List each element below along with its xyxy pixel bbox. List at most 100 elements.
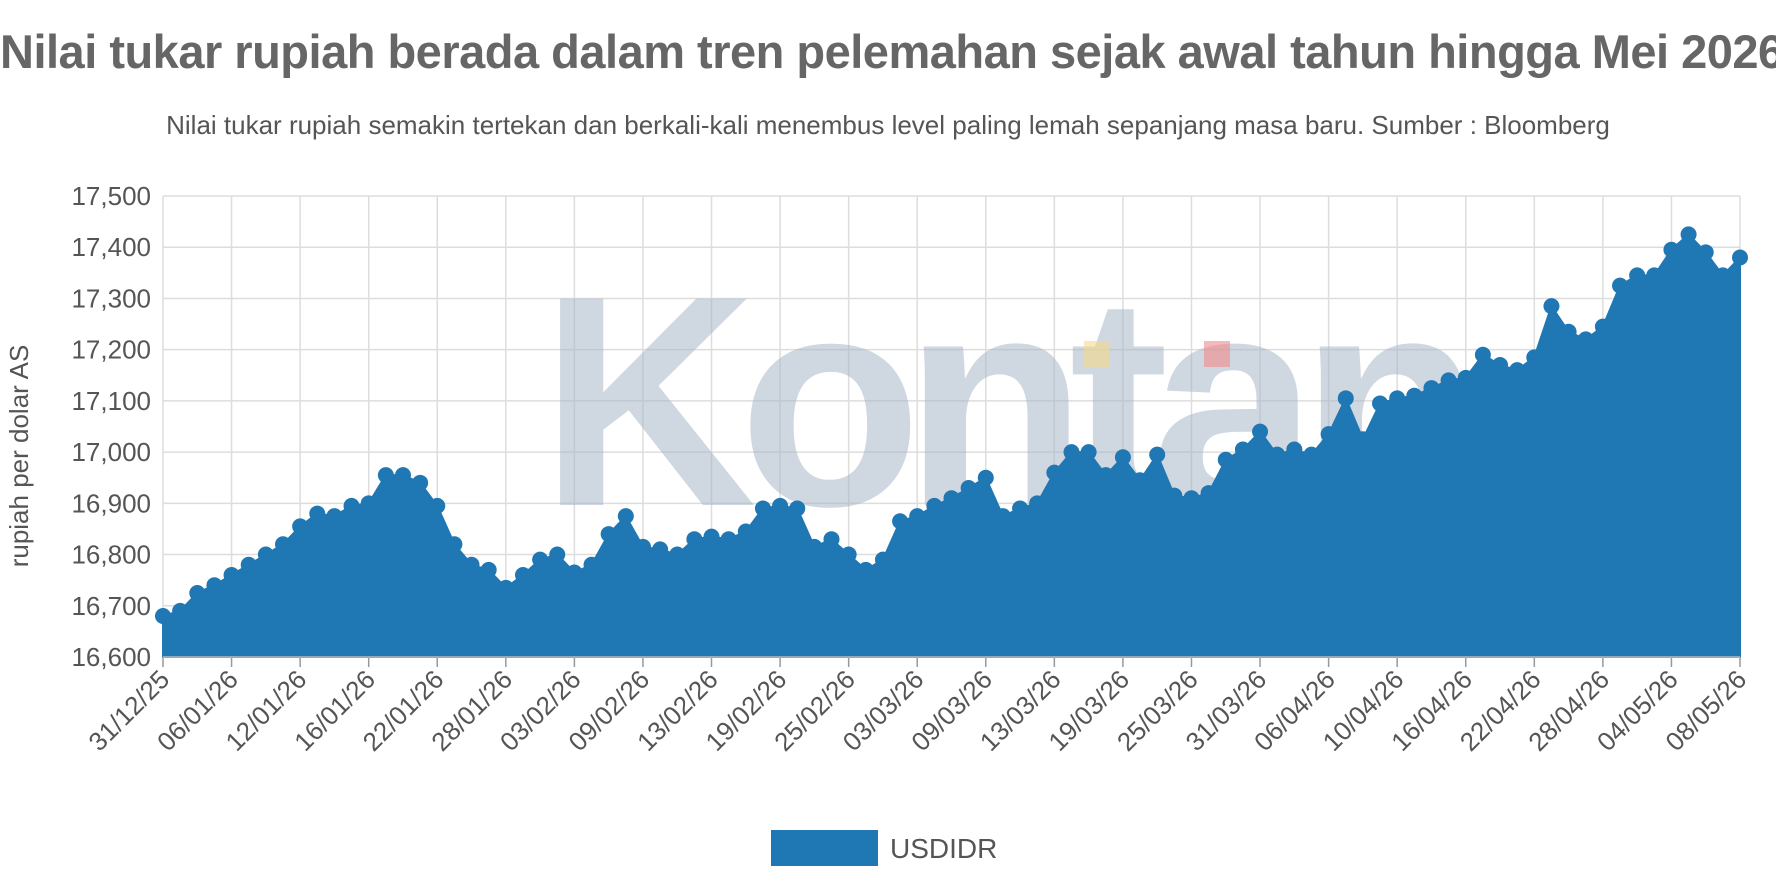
chart-subtitle: Nilai tukar rupiah semakin tertekan dan …	[166, 110, 1610, 140]
data-point-usdidr[interactable]	[1680, 226, 1697, 243]
data-point-usdidr[interactable]	[189, 584, 206, 601]
data-point-usdidr[interactable]	[1080, 444, 1097, 461]
data-point-usdidr[interactable]	[686, 531, 703, 548]
data-point-usdidr[interactable]	[1097, 467, 1114, 484]
data-point-usdidr[interactable]	[1646, 267, 1663, 284]
data-point-usdidr[interactable]	[737, 523, 754, 540]
data-point-usdidr[interactable]	[703, 528, 720, 545]
data-point-usdidr[interactable]	[909, 508, 926, 525]
data-point-usdidr[interactable]	[994, 508, 1011, 525]
data-point-usdidr[interactable]	[823, 531, 840, 548]
data-point-usdidr[interactable]	[943, 490, 960, 507]
data-point-usdidr[interactable]	[857, 561, 874, 578]
data-point-usdidr[interactable]	[1183, 490, 1200, 507]
legend-swatch-usdidr[interactable]	[771, 830, 878, 866]
data-point-usdidr[interactable]	[1217, 451, 1234, 468]
data-point-usdidr[interactable]	[446, 536, 463, 553]
data-point-usdidr[interactable]	[1543, 298, 1560, 315]
data-point-usdidr[interactable]	[1577, 331, 1594, 348]
data-point-usdidr[interactable]	[806, 538, 823, 555]
data-point-usdidr[interactable]	[497, 579, 514, 596]
data-point-usdidr[interactable]	[669, 546, 686, 563]
data-point-usdidr[interactable]	[789, 500, 806, 517]
data-point-usdidr[interactable]	[1132, 472, 1149, 489]
data-point-usdidr[interactable]	[960, 479, 977, 496]
data-point-usdidr[interactable]	[429, 497, 446, 514]
legend-label-usdidr[interactable]: USDIDR	[890, 833, 997, 864]
data-point-usdidr[interactable]	[532, 551, 549, 568]
data-point-usdidr[interactable]	[1114, 449, 1131, 466]
data-point-usdidr[interactable]	[720, 531, 737, 548]
data-point-usdidr[interactable]	[1046, 464, 1063, 481]
data-point-usdidr[interactable]	[1166, 487, 1183, 504]
data-point-usdidr[interactable]	[1012, 500, 1029, 517]
data-point-usdidr[interactable]	[377, 467, 394, 484]
data-point-usdidr[interactable]	[1063, 444, 1080, 461]
data-point-usdidr[interactable]	[292, 518, 309, 535]
data-point-usdidr[interactable]	[1560, 323, 1577, 340]
data-point-usdidr[interactable]	[1440, 372, 1457, 389]
data-point-usdidr[interactable]	[1457, 369, 1474, 386]
data-point-usdidr[interactable]	[309, 505, 326, 522]
data-point-usdidr[interactable]	[1612, 277, 1629, 294]
data-point-usdidr[interactable]	[514, 567, 531, 584]
watermark-dot-yellow	[1084, 341, 1110, 367]
data-point-usdidr[interactable]	[1372, 395, 1389, 412]
data-point-usdidr[interactable]	[1389, 390, 1406, 407]
data-point-usdidr[interactable]	[566, 564, 583, 581]
data-point-usdidr[interactable]	[583, 556, 600, 573]
data-point-usdidr[interactable]	[617, 508, 634, 525]
data-point-usdidr[interactable]	[480, 561, 497, 578]
data-point-usdidr[interactable]	[172, 602, 189, 619]
data-point-usdidr[interactable]	[274, 536, 291, 553]
data-point-usdidr[interactable]	[360, 495, 377, 512]
y-tick-label: 17,100	[71, 386, 151, 416]
data-point-usdidr[interactable]	[1492, 357, 1509, 374]
data-point-usdidr[interactable]	[634, 538, 651, 555]
data-point-usdidr[interactable]	[1663, 241, 1680, 258]
data-point-usdidr[interactable]	[1629, 267, 1646, 284]
data-point-usdidr[interactable]	[1200, 485, 1217, 502]
data-point-usdidr[interactable]	[1594, 318, 1611, 335]
data-point-usdidr[interactable]	[977, 469, 994, 486]
data-point-usdidr[interactable]	[1320, 426, 1337, 443]
legend[interactable]: USDIDR	[771, 830, 997, 866]
data-point-usdidr[interactable]	[1526, 349, 1543, 366]
data-point-usdidr[interactable]	[326, 508, 343, 525]
data-point-usdidr[interactable]	[1509, 362, 1526, 379]
data-point-usdidr[interactable]	[1423, 380, 1440, 397]
data-point-usdidr[interactable]	[206, 577, 223, 594]
data-point-usdidr[interactable]	[549, 546, 566, 563]
data-point-usdidr[interactable]	[892, 513, 909, 530]
data-point-usdidr[interactable]	[1234, 441, 1251, 458]
data-point-usdidr[interactable]	[1286, 441, 1303, 458]
data-point-usdidr[interactable]	[926, 497, 943, 514]
data-point-usdidr[interactable]	[343, 497, 360, 514]
data-point-usdidr[interactable]	[1406, 387, 1423, 404]
data-point-usdidr[interactable]	[1149, 446, 1166, 463]
data-point-usdidr[interactable]	[600, 526, 617, 543]
data-point-usdidr[interactable]	[1029, 495, 1046, 512]
data-point-usdidr[interactable]	[223, 567, 240, 584]
data-point-usdidr[interactable]	[394, 467, 411, 484]
data-point-usdidr[interactable]	[1269, 446, 1286, 463]
data-point-usdidr[interactable]	[1354, 431, 1371, 448]
data-point-usdidr[interactable]	[463, 556, 480, 573]
data-point-usdidr[interactable]	[652, 541, 669, 558]
data-point-usdidr[interactable]	[412, 474, 429, 491]
data-point-usdidr[interactable]	[240, 556, 257, 573]
data-point-usdidr[interactable]	[1474, 346, 1491, 363]
data-point-usdidr[interactable]	[257, 546, 274, 563]
data-point-usdidr[interactable]	[1732, 249, 1748, 266]
data-point-usdidr[interactable]	[772, 497, 789, 514]
y-tick-label: 17,300	[71, 283, 151, 313]
data-point-usdidr[interactable]	[1714, 267, 1731, 284]
data-point-usdidr[interactable]	[754, 500, 771, 517]
data-point-usdidr[interactable]	[1252, 423, 1269, 440]
data-point-usdidr[interactable]	[155, 608, 171, 625]
data-point-usdidr[interactable]	[874, 551, 891, 568]
data-point-usdidr[interactable]	[840, 546, 857, 563]
data-point-usdidr[interactable]	[1303, 446, 1320, 463]
data-point-usdidr[interactable]	[1337, 390, 1354, 407]
data-point-usdidr[interactable]	[1697, 244, 1714, 261]
